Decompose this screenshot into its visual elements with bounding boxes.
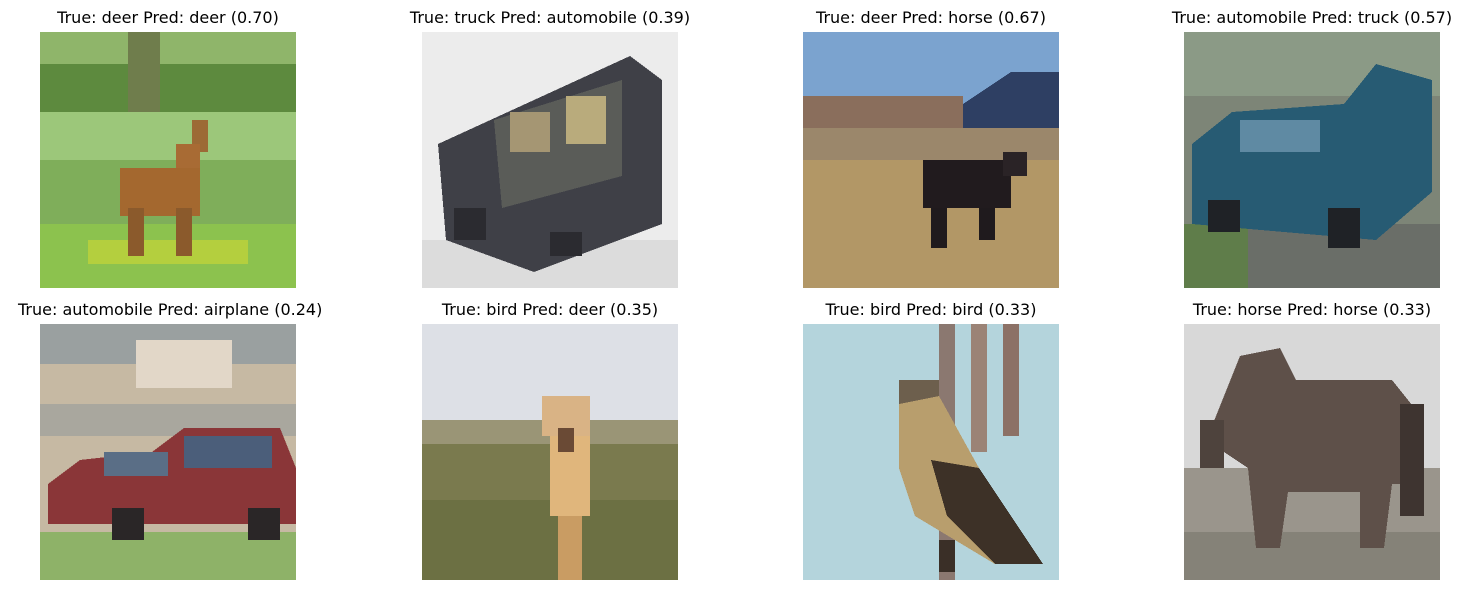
automobile-image <box>1184 32 1440 288</box>
deer-image <box>803 32 1059 288</box>
panel-title: True: automobile Pred: truck (0.57) <box>1171 8 1453 27</box>
deer-image <box>40 32 296 288</box>
panel-title: True: deer Pred: deer (0.70) <box>57 8 279 27</box>
automobile-image <box>40 324 296 580</box>
panel-title: True: bird Pred: bird (0.33) <box>825 300 1037 319</box>
horse-image <box>1184 324 1440 580</box>
panel-title: True: automobile Pred: airplane (0.24) <box>18 300 323 319</box>
panel-title: True: deer Pred: horse (0.67) <box>816 8 1046 27</box>
bird-image <box>422 324 678 580</box>
truck-image <box>422 32 678 288</box>
panel-title: True: bird Pred: deer (0.35) <box>441 300 659 319</box>
panel-title: True: truck Pred: automobile (0.39) <box>409 8 691 27</box>
panel-title: True: horse Pred: horse (0.33) <box>1192 300 1432 319</box>
bird-image <box>803 324 1059 580</box>
